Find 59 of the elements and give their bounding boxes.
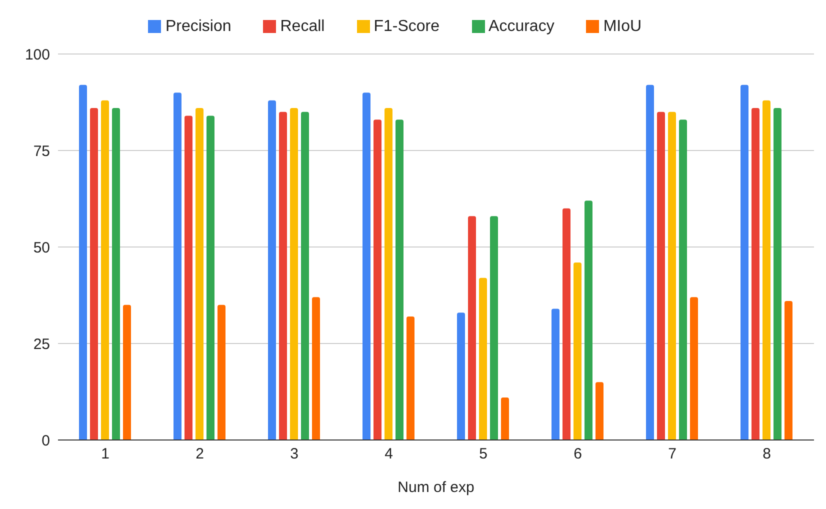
bar <box>184 116 192 440</box>
x-tick-label: 5 <box>479 446 488 463</box>
legend-label: Accuracy <box>488 18 554 35</box>
bar <box>101 100 109 440</box>
bar <box>174 92 182 440</box>
bar <box>112 108 120 440</box>
bar <box>562 208 570 440</box>
bar <box>596 382 604 440</box>
bar <box>552 308 560 440</box>
bar <box>490 216 498 440</box>
bar <box>218 304 226 440</box>
bar <box>279 112 287 440</box>
bar <box>752 108 760 440</box>
bar <box>668 112 676 440</box>
bar <box>406 316 414 440</box>
bar <box>123 304 131 440</box>
bar <box>268 100 276 440</box>
bar <box>501 398 509 440</box>
bar <box>312 297 320 440</box>
x-tick-label: 8 <box>762 446 771 463</box>
bar <box>90 108 98 440</box>
bar <box>362 92 370 440</box>
y-tick-label: 75 <box>33 142 50 160</box>
bar <box>657 112 665 440</box>
bar <box>290 108 298 440</box>
bar <box>584 200 592 440</box>
legend-label: Precision <box>165 18 232 35</box>
bar <box>301 112 309 440</box>
x-tick-label: 7 <box>668 446 676 463</box>
bar <box>206 116 214 440</box>
bar <box>646 84 654 440</box>
y-tick-label: 0 <box>42 432 50 450</box>
bar <box>679 120 687 440</box>
bar <box>574 262 582 440</box>
bar <box>784 301 792 440</box>
bar <box>196 108 204 440</box>
y-tick-label: 100 <box>24 46 50 64</box>
x-axis-title: Num of exp <box>398 479 474 496</box>
bar <box>468 216 476 440</box>
x-tick-label: 2 <box>196 446 204 463</box>
bar <box>762 100 770 440</box>
legend-label: MIoU <box>603 18 642 35</box>
bar <box>79 84 87 440</box>
x-tick-label: 6 <box>574 446 582 463</box>
x-tick-label: 3 <box>290 446 298 463</box>
x-tick-label: 4 <box>384 446 393 463</box>
y-tick-label: 50 <box>33 239 50 256</box>
bar <box>479 278 487 440</box>
x-tick-label: 1 <box>101 446 110 463</box>
bar <box>690 297 698 440</box>
bar <box>384 108 392 440</box>
bar <box>396 120 404 440</box>
y-tick-label: 25 <box>33 336 50 353</box>
bar <box>740 84 748 440</box>
bar <box>457 312 465 440</box>
legend-label: Recall <box>280 18 325 35</box>
legend-label: F1-Score <box>374 18 440 35</box>
bar <box>774 108 782 440</box>
bar <box>374 120 382 440</box>
